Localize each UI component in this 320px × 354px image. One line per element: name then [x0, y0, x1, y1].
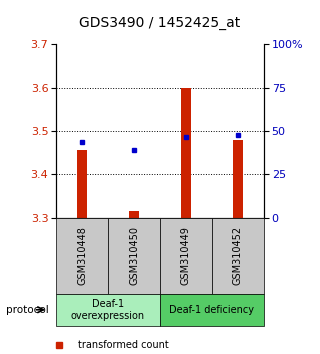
- Text: GSM310450: GSM310450: [129, 226, 139, 285]
- Text: GSM310452: GSM310452: [233, 226, 243, 285]
- Text: transformed count: transformed count: [78, 340, 169, 350]
- Bar: [77, 150, 87, 218]
- Bar: [129, 211, 139, 218]
- Text: Deaf-1 deficiency: Deaf-1 deficiency: [170, 305, 254, 315]
- Text: Deaf-1
overexpression: Deaf-1 overexpression: [71, 299, 145, 321]
- Bar: [181, 88, 191, 218]
- Text: GSM310448: GSM310448: [77, 226, 87, 285]
- Text: GDS3490 / 1452425_at: GDS3490 / 1452425_at: [79, 16, 241, 30]
- Bar: [233, 140, 243, 218]
- Text: GSM310449: GSM310449: [181, 226, 191, 285]
- Text: protocol: protocol: [6, 305, 49, 315]
